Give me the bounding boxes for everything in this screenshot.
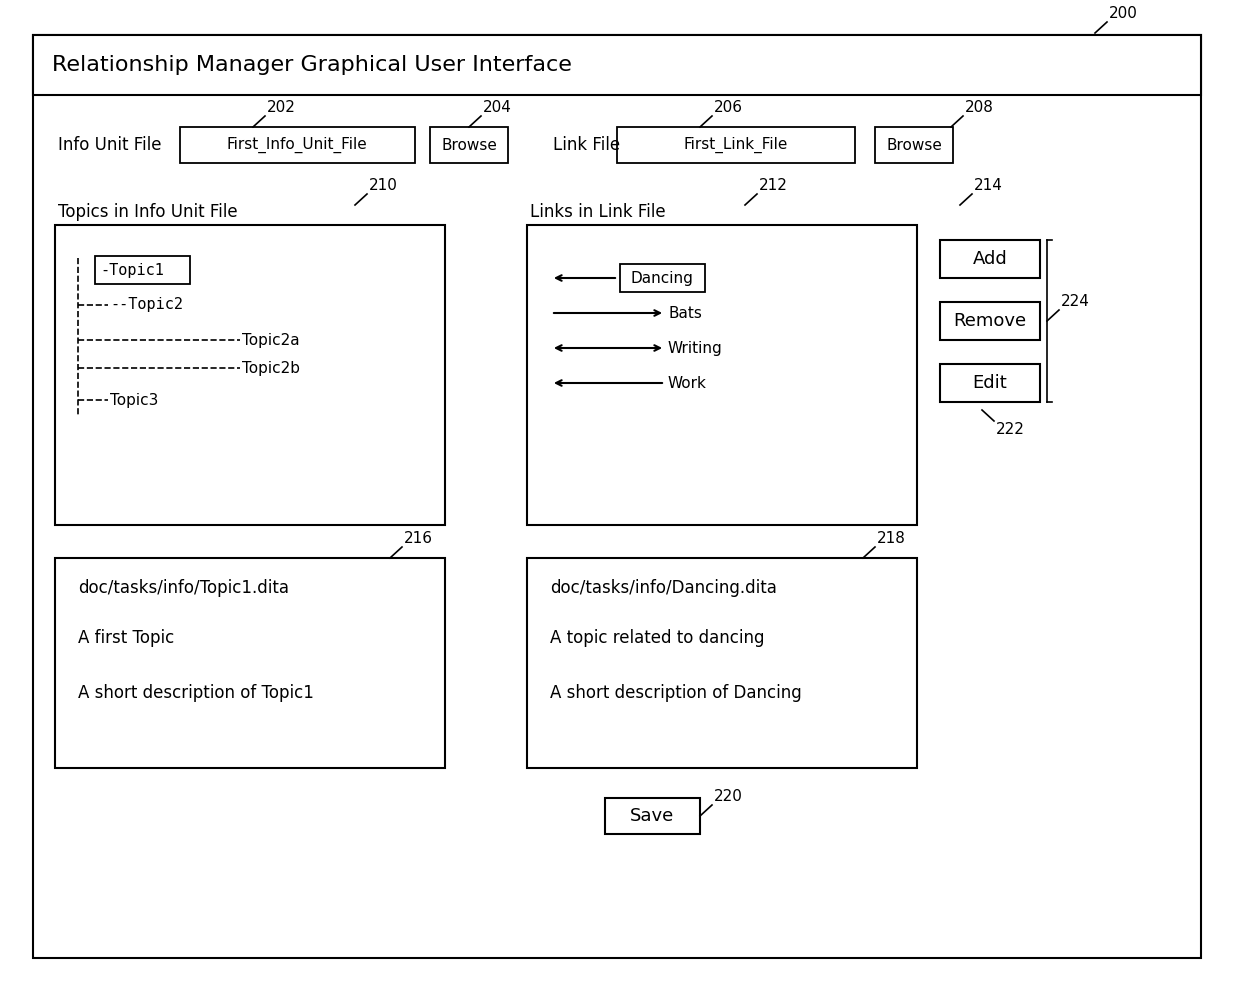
Bar xyxy=(605,798,701,834)
Text: 204: 204 xyxy=(484,100,512,115)
Text: doc/tasks/info/Topic1.dita: doc/tasks/info/Topic1.dita xyxy=(78,579,289,597)
Text: Edit: Edit xyxy=(972,374,1007,392)
Text: Link File: Link File xyxy=(553,136,620,154)
Text: 220: 220 xyxy=(714,789,743,804)
Text: A topic related to dancing: A topic related to dancing xyxy=(551,629,765,647)
Text: Links in Link File: Links in Link File xyxy=(529,203,666,221)
Text: 202: 202 xyxy=(267,100,296,115)
Text: Remove: Remove xyxy=(954,312,1027,330)
Text: doc/tasks/info/Dancing.dita: doc/tasks/info/Dancing.dita xyxy=(551,579,777,597)
Bar xyxy=(55,225,445,525)
Bar xyxy=(940,364,1040,402)
Text: 200: 200 xyxy=(1109,6,1138,21)
Text: Info Unit File: Info Unit File xyxy=(58,136,161,154)
Text: A first Topic: A first Topic xyxy=(78,629,175,647)
Text: 216: 216 xyxy=(404,531,433,546)
Text: --Topic2: --Topic2 xyxy=(110,298,184,313)
Bar xyxy=(95,256,190,284)
Bar xyxy=(618,127,856,163)
Text: -Topic1: -Topic1 xyxy=(100,262,164,277)
Bar xyxy=(527,558,918,768)
Bar xyxy=(940,240,1040,278)
Text: 208: 208 xyxy=(965,100,994,115)
Text: Topics in Info Unit File: Topics in Info Unit File xyxy=(58,203,238,221)
Text: Add: Add xyxy=(972,250,1007,268)
Text: 206: 206 xyxy=(714,100,743,115)
Bar xyxy=(527,225,918,525)
Text: A short description of Dancing: A short description of Dancing xyxy=(551,684,802,702)
Text: First_Info_Unit_File: First_Info_Unit_File xyxy=(227,137,367,153)
Bar xyxy=(940,302,1040,340)
Text: 224: 224 xyxy=(1061,294,1090,309)
Text: Work: Work xyxy=(668,375,707,390)
Bar xyxy=(180,127,415,163)
Text: Save: Save xyxy=(630,807,675,825)
Text: A short description of Topic1: A short description of Topic1 xyxy=(78,684,314,702)
Text: 218: 218 xyxy=(877,531,906,546)
Text: 222: 222 xyxy=(996,422,1025,437)
Text: 214: 214 xyxy=(973,178,1003,193)
Bar xyxy=(33,35,1202,95)
Text: First_Link_File: First_Link_File xyxy=(683,137,789,153)
Text: Browse: Browse xyxy=(441,137,497,153)
Bar xyxy=(875,127,954,163)
Text: Bats: Bats xyxy=(668,306,702,321)
Text: Browse: Browse xyxy=(887,137,942,153)
Bar xyxy=(55,558,445,768)
Text: Writing: Writing xyxy=(668,341,723,355)
Text: 210: 210 xyxy=(370,178,398,193)
Text: Topic3: Topic3 xyxy=(110,392,159,407)
Text: Relationship Manager Graphical User Interface: Relationship Manager Graphical User Inte… xyxy=(52,55,572,75)
Text: Dancing: Dancing xyxy=(631,270,693,286)
Bar xyxy=(620,264,706,292)
Bar xyxy=(430,127,508,163)
Text: Topic2a: Topic2a xyxy=(242,333,300,348)
Text: 212: 212 xyxy=(759,178,787,193)
Text: Topic2b: Topic2b xyxy=(242,360,300,375)
